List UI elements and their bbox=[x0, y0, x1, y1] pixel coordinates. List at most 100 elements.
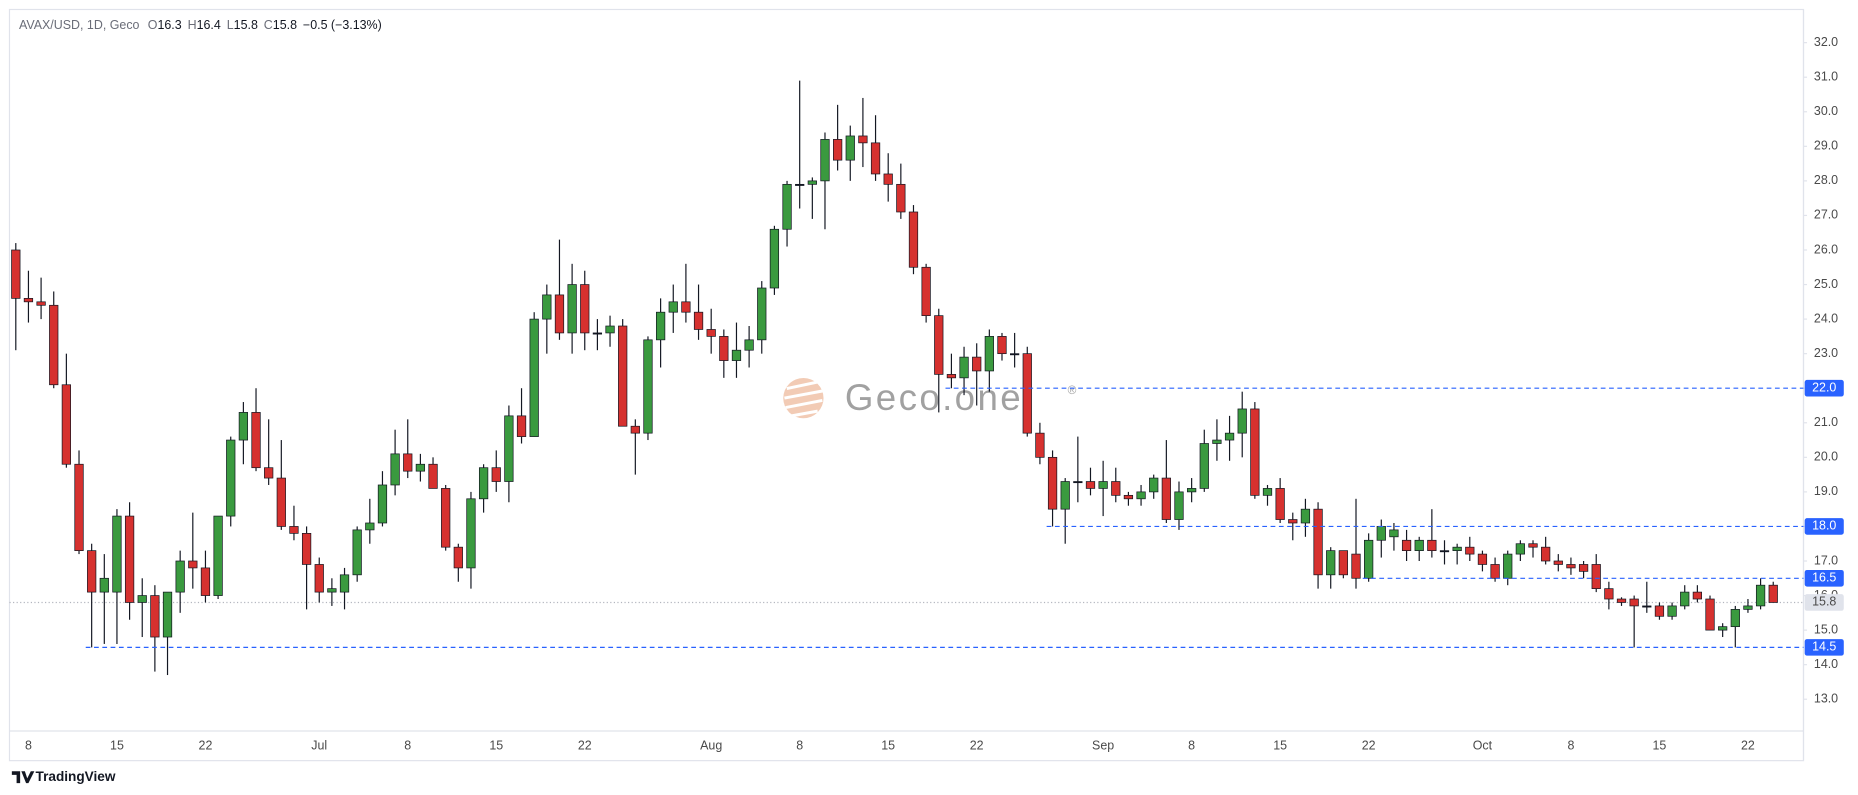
ohlc-value: 15.8 bbox=[273, 18, 297, 32]
candle-body bbox=[264, 467, 274, 479]
candle-body bbox=[415, 463, 426, 472]
candle-body bbox=[478, 467, 489, 500]
footer-text: TradingView bbox=[36, 769, 116, 784]
candle-body bbox=[453, 546, 463, 569]
x-tick-label: 22 bbox=[970, 739, 984, 753]
candle-body bbox=[1035, 432, 1045, 458]
y-tick-label: 23.0 bbox=[1814, 346, 1838, 360]
level-label: 18.0 bbox=[1812, 519, 1836, 533]
level-label: 14.5 bbox=[1812, 640, 1836, 654]
x-tick-label: 8 bbox=[25, 739, 32, 753]
candle-body bbox=[1528, 543, 1538, 548]
candle-body bbox=[1477, 553, 1488, 565]
candle-body bbox=[605, 325, 615, 334]
candle-body bbox=[946, 374, 957, 379]
ohlc-label: H bbox=[188, 18, 197, 32]
candle-body bbox=[1047, 456, 1058, 510]
tradingview-logo bbox=[11, 771, 35, 784]
candle-body bbox=[908, 211, 919, 268]
candle-body bbox=[1768, 584, 1778, 603]
candle-body bbox=[403, 453, 413, 472]
x-tick-label: Sep bbox=[1092, 739, 1114, 753]
y-tick-label: 20.0 bbox=[1814, 450, 1838, 464]
x-tick-label: 22 bbox=[1741, 739, 1755, 753]
ohlc-label: L bbox=[227, 18, 234, 32]
candle-body bbox=[668, 301, 678, 313]
candle-body bbox=[542, 294, 552, 320]
level-label: 22.0 bbox=[1812, 381, 1836, 395]
x-tick-label: 8 bbox=[1188, 739, 1195, 753]
candle-body bbox=[1401, 539, 1412, 551]
candle-body bbox=[1718, 626, 1728, 631]
x-tick-label: Oct bbox=[1473, 739, 1493, 753]
y-tick-label: 25.0 bbox=[1814, 277, 1838, 291]
candle-body bbox=[1566, 564, 1576, 569]
candle-body bbox=[390, 453, 400, 486]
candle-body bbox=[74, 463, 84, 551]
y-tick-label: 28.0 bbox=[1814, 173, 1838, 187]
candle-body bbox=[883, 173, 893, 185]
candle-body bbox=[795, 183, 805, 186]
candle-body bbox=[1427, 539, 1437, 551]
candle-body bbox=[1262, 488, 1273, 496]
candle-body bbox=[1313, 508, 1323, 576]
y-tick-label: 32.0 bbox=[1814, 35, 1838, 49]
y-tick-label: 15.0 bbox=[1814, 622, 1838, 636]
candle-body bbox=[188, 560, 198, 569]
candle-body bbox=[858, 135, 868, 144]
candle-body bbox=[23, 298, 34, 303]
candle-body bbox=[327, 588, 337, 593]
candle-body bbox=[1085, 481, 1096, 489]
candle-body bbox=[1212, 439, 1222, 444]
candle-body bbox=[997, 336, 1007, 355]
candle-body bbox=[1351, 553, 1361, 579]
y-tick-label: 27.0 bbox=[1814, 208, 1838, 222]
x-tick-label: 15 bbox=[110, 739, 124, 753]
candle-body bbox=[1073, 481, 1083, 484]
candle-body bbox=[504, 415, 514, 482]
candle-body bbox=[1465, 546, 1475, 555]
candle-body bbox=[112, 515, 122, 593]
candle-body bbox=[491, 467, 501, 482]
candle-body bbox=[1237, 408, 1247, 434]
candle-body bbox=[124, 515, 135, 603]
candle-body bbox=[896, 183, 906, 213]
candle-body bbox=[1515, 543, 1525, 555]
watermark: Geco.one ® bbox=[783, 377, 1077, 419]
candle-body bbox=[137, 595, 147, 603]
candle-body bbox=[1376, 526, 1386, 541]
candle-body bbox=[1111, 481, 1121, 496]
header-symbol: AVAX/USD, 1D, Geco bbox=[19, 18, 140, 32]
candle-body bbox=[630, 425, 640, 434]
candle-body bbox=[1439, 550, 1450, 553]
candle-body bbox=[1642, 605, 1652, 608]
header: AVAX/USD, 1D, Geco O16.3 H16.4 L15.8 C15.8 −0… bbox=[19, 18, 382, 32]
candle-body bbox=[466, 498, 476, 569]
candle-body bbox=[175, 560, 185, 593]
candle-body bbox=[1503, 553, 1513, 579]
candle-body bbox=[870, 142, 881, 175]
x-tick-label: 22 bbox=[578, 739, 592, 753]
last-price-label: 15.8 bbox=[1812, 595, 1836, 609]
candle-body bbox=[1010, 353, 1020, 356]
candle-body bbox=[516, 415, 527, 437]
candle-body bbox=[87, 550, 97, 593]
candle-body bbox=[1629, 598, 1639, 607]
candle-body bbox=[1755, 584, 1766, 607]
candle-body bbox=[833, 139, 843, 161]
candle-body bbox=[36, 301, 46, 306]
watermark-logo-stripes bbox=[784, 380, 823, 418]
candle-body bbox=[592, 332, 603, 335]
x-tick-label: 15 bbox=[489, 739, 503, 753]
candle-body bbox=[1743, 605, 1753, 610]
candle-body bbox=[706, 329, 716, 337]
candle-body bbox=[377, 484, 388, 524]
candle-body bbox=[162, 591, 173, 638]
candle-body bbox=[289, 526, 299, 534]
level-label-box bbox=[1804, 569, 1844, 587]
candle-body bbox=[49, 304, 59, 386]
watermark-text: Geco.one bbox=[845, 377, 1023, 418]
y-tick-label: 30.0 bbox=[1814, 104, 1838, 118]
x-tick-label: 22 bbox=[199, 739, 213, 753]
